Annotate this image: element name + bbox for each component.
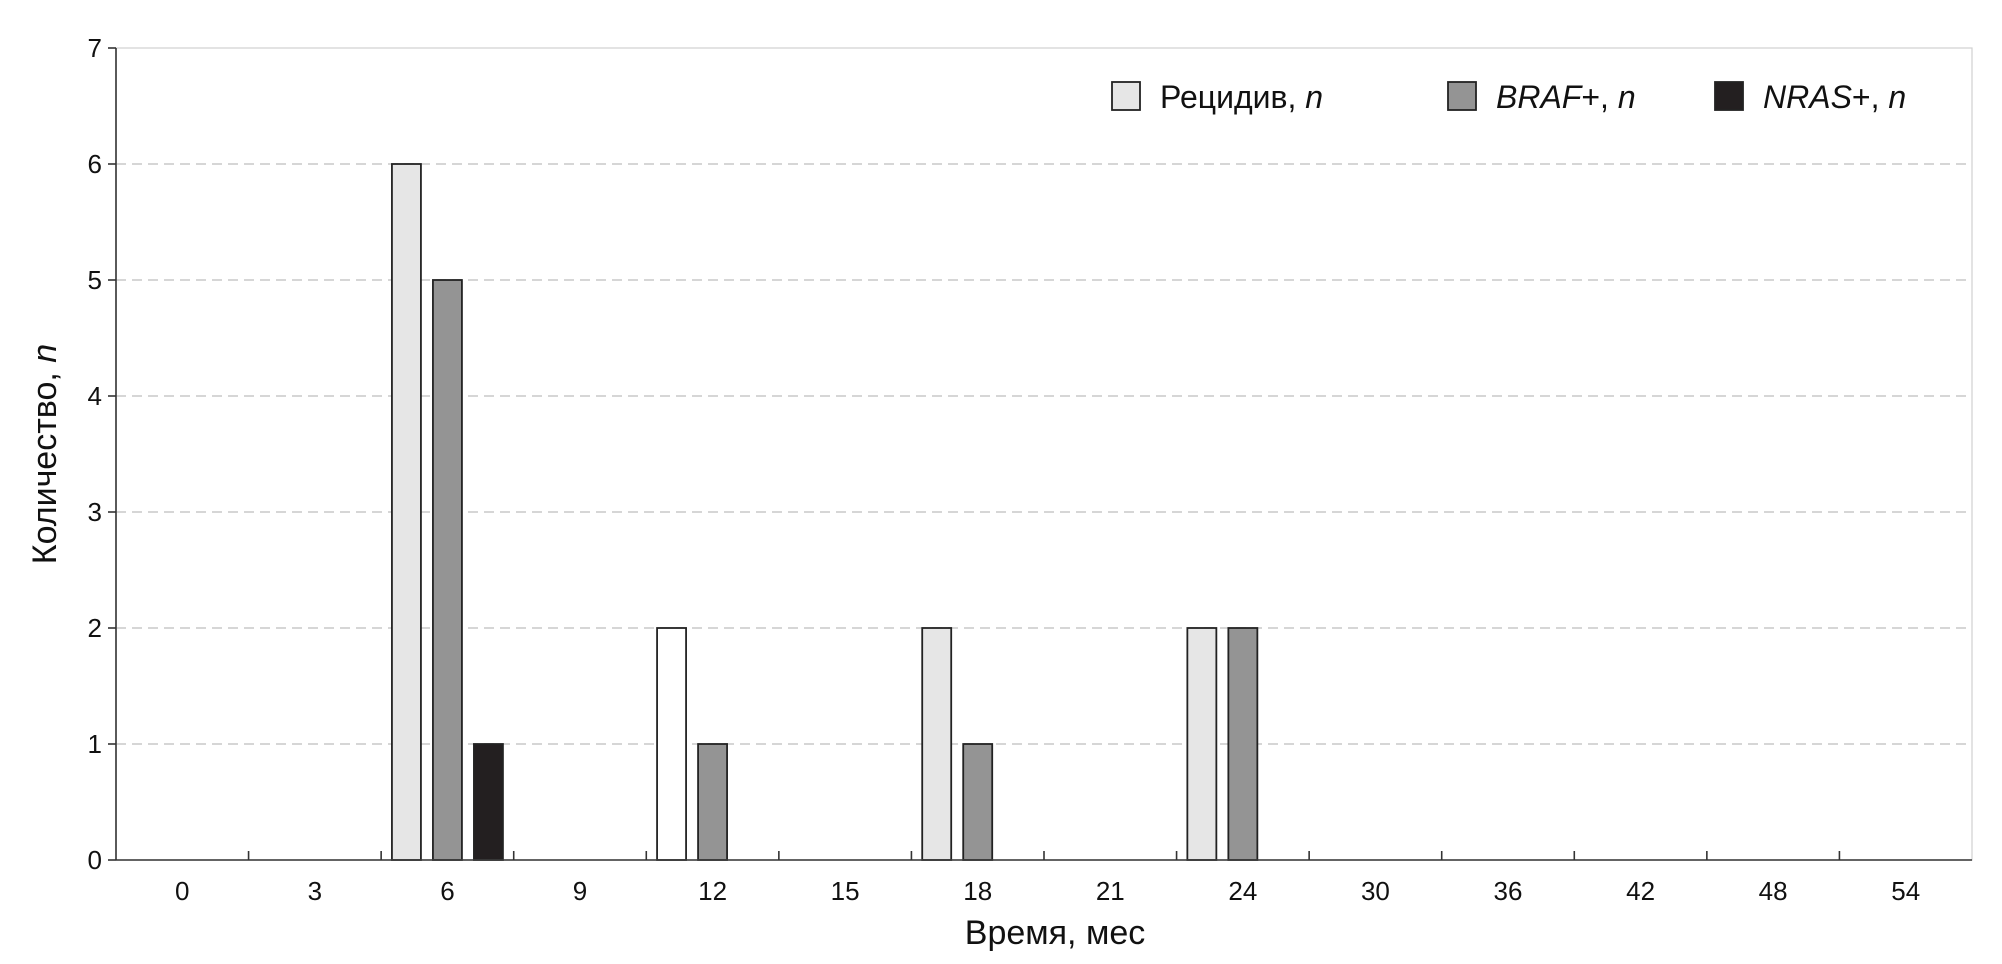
y-tick-label-4: 4 (88, 381, 102, 411)
y-tick-label-5: 5 (88, 265, 102, 295)
bar-relapse-24 (1186, 627, 1218, 861)
legend-label-braf-part-2: n (1618, 79, 1636, 115)
x-tick-label-15: 15 (831, 876, 860, 906)
x-tick-label-36: 36 (1494, 876, 1523, 906)
x-tick-label-48: 48 (1759, 876, 1788, 906)
legend-label-relapse-part-1: n (1305, 79, 1323, 115)
x-axis-title: Время, мес (965, 914, 1145, 952)
y-axis-title-italic: n (26, 344, 64, 363)
x-tick-label-21: 21 (1096, 876, 1125, 906)
legend-swatch-nras (1714, 81, 1744, 111)
y-tick-label-0: 0 (88, 845, 102, 875)
y-axis-title: Количество, n (26, 344, 64, 564)
legend-label-braf: BRAF+, n (1496, 79, 1636, 115)
legend-label-braf-part-1: +, (1581, 79, 1617, 115)
legend-label-nras-part-0: NRAS (1763, 79, 1852, 115)
x-tick-label-6: 6 (440, 876, 454, 906)
y-tick-label-7: 7 (88, 33, 102, 63)
gridlines (116, 163, 1972, 745)
bar-braf-6 (432, 279, 463, 861)
x-tick-label-24: 24 (1228, 876, 1257, 906)
bar-relapse-12 (656, 627, 687, 861)
x-tick-label-12: 12 (698, 876, 727, 906)
x-tick-label-3: 3 (308, 876, 322, 906)
x-tick-label-30: 30 (1361, 876, 1390, 906)
y-ticks: 0 1 2 3 4 5 6 7 (88, 33, 116, 875)
bar-relapse-6 (391, 163, 422, 861)
bar-nras-6 (473, 743, 504, 861)
bar-braf-24 (1227, 627, 1259, 861)
bar-braf-12 (697, 743, 728, 861)
legend-label-nras-part-2: n (1888, 79, 1906, 115)
y-tick-label-1: 1 (88, 729, 102, 759)
legend: Рецидив, n BRAF+, n NRAS+, n (1111, 79, 1906, 115)
bar-relapse-18 (921, 627, 953, 861)
legend-label-nras: NRAS+, n (1763, 79, 1906, 115)
y-tick-label-3: 3 (88, 497, 102, 527)
x-tick-label-42: 42 (1626, 876, 1655, 906)
x-ticks: 0 3 6 9 12 15 18 21 24 30 36 42 48 54 (175, 851, 1920, 906)
legend-swatch-relapse (1111, 81, 1141, 111)
legend-label-relapse-part-0: Рецидив, (1160, 79, 1305, 115)
bar-braf-18 (962, 743, 994, 861)
y-tick-label-6: 6 (88, 149, 102, 179)
x-tick-label-54: 54 (1891, 876, 1920, 906)
legend-swatch-braf (1447, 81, 1477, 111)
legend-label-braf-part-0: BRAF (1496, 79, 1584, 115)
y-axis-title-text: Количество, (26, 363, 64, 564)
y-tick-label-2: 2 (88, 613, 102, 643)
x-tick-label-18: 18 (963, 876, 992, 906)
x-tick-label-9: 9 (573, 876, 587, 906)
x-tick-label-0: 0 (175, 876, 189, 906)
legend-label-relapse: Рецидив, n (1160, 79, 1323, 115)
legend-label-nras-part-1: +, (1852, 79, 1888, 115)
